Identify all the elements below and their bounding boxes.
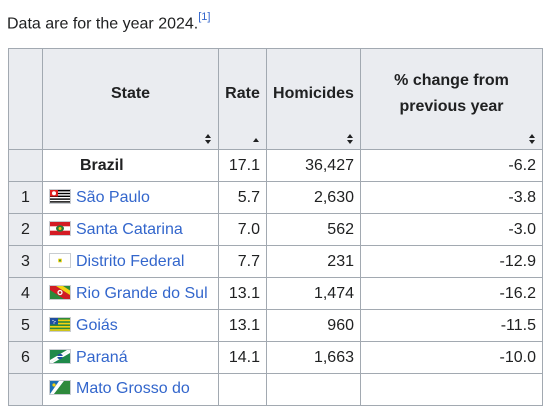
distrito-federal-flag-icon[interactable]: [49, 252, 71, 268]
homicide-rate-table: State Rate Homicides % change from previ…: [8, 48, 543, 406]
change-cell: -16.2: [360, 277, 543, 310]
homicides-header-label: Homicides: [273, 85, 354, 102]
table-row: 2 Santa Catarina 7.0 562 -3.0: [8, 213, 543, 246]
change-header[interactable]: % change from previous year: [360, 48, 543, 150]
rate-header-label: Rate: [225, 85, 260, 102]
rate-cell: 7.0: [218, 213, 267, 246]
state-cell: São Paulo: [42, 181, 219, 214]
table-caption: Data are for the year 2024.[1]: [7, 7, 210, 35]
rank-cell: 6: [8, 341, 43, 374]
rank-cell: [8, 149, 43, 182]
state-cell: Santa Catarina: [42, 213, 219, 246]
change-cell: -3.8: [360, 181, 543, 214]
mato-grosso-do-sul-flag-icon[interactable]: [49, 380, 71, 395]
total-row: Brazil 17.1 36,427 -6.2: [8, 149, 543, 182]
state-link[interactable]: Santa Catarina: [76, 220, 183, 238]
homicides-cell: 1,663: [266, 341, 361, 374]
state-cell: Distrito Federal: [42, 245, 219, 278]
state-link[interactable]: Distrito Federal: [76, 252, 185, 270]
sort-ascending-icon[interactable]: [253, 134, 260, 144]
goias-flag-icon[interactable]: [49, 316, 71, 332]
reference-link[interactable]: [1]: [198, 11, 211, 23]
state-header[interactable]: State: [42, 48, 219, 150]
table-row: 3 Distrito Federal 7.7 231 -12.9: [8, 245, 543, 278]
sao-paulo-flag-icon[interactable]: [49, 188, 71, 204]
state-link[interactable]: São Paulo: [76, 188, 150, 206]
rate-header[interactable]: Rate: [218, 48, 267, 150]
homicides-cell: 231: [266, 245, 361, 278]
rank-cell: 3: [8, 245, 43, 278]
table-row: Mato Grosso do: [8, 373, 543, 406]
change-header-label: % change from previous year: [394, 72, 509, 115]
caption-text: Data are for the year 2024.: [7, 15, 199, 33]
reference-superscript: [1]: [198, 10, 210, 25]
state-link[interactable]: Mato Grosso do: [76, 380, 190, 397]
homicides-cell: 960: [266, 309, 361, 342]
homicides-cell: 1,474: [266, 277, 361, 310]
state-cell: Brazil: [42, 149, 219, 182]
state-cell: Paraná: [42, 341, 219, 374]
homicides-cell: 562: [266, 213, 361, 246]
rate-cell: [218, 373, 267, 406]
change-cell: -11.5: [360, 309, 543, 342]
rank-cell: 2: [8, 213, 43, 246]
change-cell: -3.0: [360, 213, 543, 246]
parana-flag-icon[interactable]: [49, 348, 71, 364]
sort-icon[interactable]: [205, 134, 212, 144]
rate-cell: 17.1: [218, 149, 267, 182]
rank-cell: 5: [8, 309, 43, 342]
rank-cell: 1: [8, 181, 43, 214]
change-cell: -10.0: [360, 341, 543, 374]
rate-cell: 14.1: [218, 341, 267, 374]
state-cell: Mato Grosso do: [42, 373, 219, 406]
table-row: 5 Goiás 13.1 960 -11.5: [8, 309, 543, 342]
homicides-cell: 36,427: [266, 149, 361, 182]
homicides-header[interactable]: Homicides: [266, 48, 361, 150]
table-row: 4 Rio Grande do Sul 13.1 1,474 -16.2: [8, 277, 543, 310]
state-cell: Rio Grande do Sul: [42, 277, 219, 310]
state-header-label: State: [110, 85, 151, 102]
sort-icon[interactable]: [529, 134, 536, 144]
rank-cell: [8, 373, 43, 406]
homicides-cell: 2,630: [266, 181, 361, 214]
state-link[interactable]: Goiás: [76, 316, 118, 334]
sort-icon[interactable]: [347, 134, 354, 144]
santa-catarina-flag-icon[interactable]: [49, 220, 71, 236]
rate-cell: 5.7: [218, 181, 267, 214]
rate-cell: 7.7: [218, 245, 267, 278]
homicides-cell: [266, 373, 361, 406]
change-cell: -12.9: [360, 245, 543, 278]
state-link[interactable]: Paraná: [76, 348, 128, 366]
rank-header: [8, 48, 43, 150]
table-row: 6 Paraná 14.1 1,663 -10.0: [8, 341, 543, 374]
header-row: State Rate Homicides % change from previ…: [8, 48, 543, 150]
rate-cell: 13.1: [218, 309, 267, 342]
change-cell: [360, 373, 543, 406]
state-link[interactable]: Rio Grande do Sul: [76, 284, 208, 302]
table-row: 1 São Paulo 5.7 2,630 -3.8: [8, 181, 543, 214]
rank-cell: 4: [8, 277, 43, 310]
rate-cell: 13.1: [218, 277, 267, 310]
rio-grande-do-sul-flag-icon[interactable]: [49, 284, 71, 300]
state-cell: Goiás: [42, 309, 219, 342]
change-cell: -6.2: [360, 149, 543, 182]
